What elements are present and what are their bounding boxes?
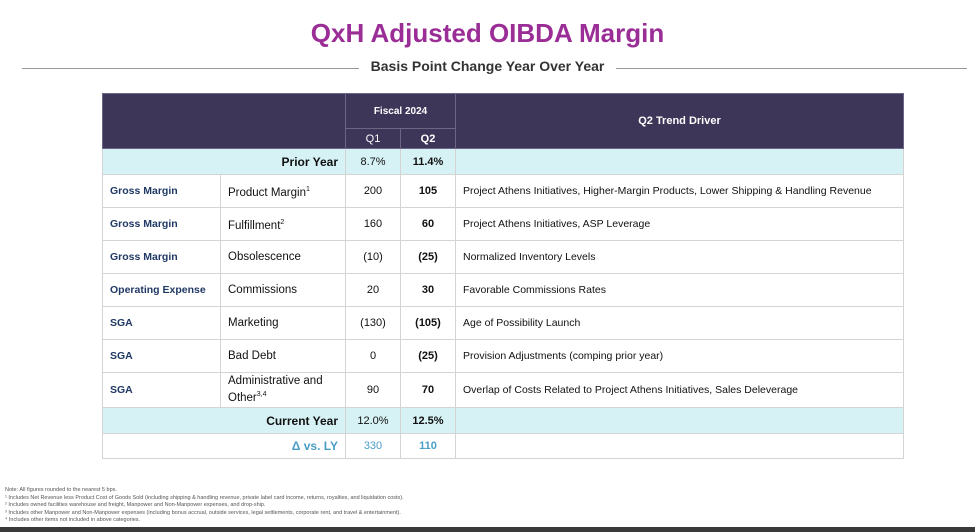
item-label: Fulfillment xyxy=(228,219,281,232)
data-row: Gross Margin Fulfillment2 160 60 Project Ath… xyxy=(102,207,904,241)
q2-value: (25) xyxy=(400,339,456,373)
data-row: SGA Marketing (130) (105) Age of Possibility… xyxy=(102,306,904,340)
q1-value: 90 xyxy=(345,372,401,408)
q2-value: 110 xyxy=(400,433,456,459)
driver: Project Athens Initiatives, ASP Leverage xyxy=(455,207,904,241)
footnotes: Note: All figures rounded to the nearest… xyxy=(5,487,404,525)
delta-label: Δ vs. LY xyxy=(102,433,346,459)
footnote: Note: All figures rounded to the nearest… xyxy=(5,487,117,493)
q2-value: (25) xyxy=(400,240,456,274)
table: Fiscal 2024 Q2 Trend Driver Q1 Q2 Prior … xyxy=(102,93,904,459)
footnote: ¹ Includes Net Revenue less Product Cost… xyxy=(5,494,404,501)
item-label: Obsolescence xyxy=(228,250,301,263)
footnote-ref: 2 xyxy=(280,218,285,226)
item-label: Administrative and Other xyxy=(228,375,323,404)
footnote-ref: 3,4 xyxy=(256,391,267,399)
item-label: Commissions xyxy=(228,283,298,296)
title: QxH Adjusted OIBDA Margin xyxy=(310,18,665,48)
footnote-ref: 1 xyxy=(305,185,310,193)
q2-value: 30 xyxy=(400,273,456,307)
category: SGA xyxy=(102,306,221,340)
driver-header: Q2 Trend Driver xyxy=(455,93,904,149)
data-row: Operating Expense Commissions 20 30 Favorabl… xyxy=(102,273,904,307)
q2-value: 60 xyxy=(400,207,456,241)
item: Commissions xyxy=(220,273,346,307)
item-label: Marketing xyxy=(228,316,279,329)
item: Marketing xyxy=(220,306,346,340)
bottom-strip xyxy=(0,527,975,532)
data-row: SGA Administrative and Other3,4 90 70 Overla… xyxy=(102,372,904,408)
subtitle-wrap: Basis Point Change Year Over Year xyxy=(0,58,975,76)
item-label: Product Margin xyxy=(228,186,306,199)
category: Gross Margin xyxy=(102,207,221,241)
item: Product Margin1 xyxy=(220,174,346,208)
q1-value: (10) xyxy=(345,240,401,274)
summary-row: Prior Year 8.7% 11.4% xyxy=(102,148,904,175)
summary-label: Prior Year xyxy=(102,148,346,175)
data-row: Gross Margin Obsolescence (10) (25) Normaliz… xyxy=(102,240,904,274)
data-row: Gross Margin Product Margin1 200 105 Project… xyxy=(102,174,904,208)
item: Fulfillment2 xyxy=(220,207,346,241)
header-blank xyxy=(102,93,346,149)
driver: Age of Possibility Launch xyxy=(455,306,904,340)
q1-value: 0 xyxy=(345,339,401,373)
q1-value: 12.0% xyxy=(345,407,401,434)
data-row: SGA Bad Debt 0 (25) Provision Adjustments (c… xyxy=(102,339,904,373)
q1-value: 8.7% xyxy=(345,148,401,175)
driver: Favorable Commissions Rates xyxy=(455,273,904,307)
q1-value: (130) xyxy=(345,306,401,340)
item: Bad Debt xyxy=(220,339,346,373)
table-body: Prior Year 8.7% 11.4% Gross Margin Product M… xyxy=(102,148,904,459)
q1-value: 200 xyxy=(345,174,401,208)
driver: Normalized Inventory Levels xyxy=(455,240,904,274)
driver: Project Athens Initiatives, Higher-Margi… xyxy=(455,174,904,208)
category: Gross Margin xyxy=(102,174,221,208)
q2-header: Q2 xyxy=(400,128,456,149)
footnote: ² Includes owned facilities warehouse an… xyxy=(5,502,266,509)
driver-blank xyxy=(455,407,904,434)
footnote: ⁴ Includes other items not included in a… xyxy=(5,517,141,524)
category: SGA xyxy=(102,372,221,408)
category: Gross Margin xyxy=(102,240,221,274)
driver-blank xyxy=(455,148,904,175)
q2-value: (105) xyxy=(400,306,456,340)
q1-value: 20 xyxy=(345,273,401,307)
driver: Provision Adjustments (comping prior yea… xyxy=(455,339,904,373)
driver-blank xyxy=(455,433,904,459)
item-label: Bad Debt xyxy=(228,349,276,362)
delta-row: Δ vs. LY 330 110 xyxy=(102,433,904,459)
q2-value: 12.5% xyxy=(400,407,456,434)
summary-label: Current Year xyxy=(102,407,346,434)
q2-value: 105 xyxy=(400,174,456,208)
q1-value: 330 xyxy=(345,433,401,459)
fiscal-label: Fiscal 2024 xyxy=(345,93,456,129)
summary-row: Current Year 12.0% 12.5% xyxy=(102,407,904,434)
footnote: ³ Includes other Manpower and Non-Manpow… xyxy=(5,509,401,516)
q2-value: 70 xyxy=(400,372,456,408)
item: Administrative and Other3,4 xyxy=(220,372,346,408)
category: SGA xyxy=(102,339,221,373)
q1-header: Q1 xyxy=(345,128,401,149)
q1-value: 160 xyxy=(345,207,401,241)
driver: Overlap of Costs Related to Project Athe… xyxy=(455,372,904,408)
q2-value: 11.4% xyxy=(400,148,456,175)
subtitle: Basis Point Change Year Over Year xyxy=(358,58,617,74)
item: Obsolescence xyxy=(220,240,346,274)
category: Operating Expense xyxy=(102,273,221,307)
